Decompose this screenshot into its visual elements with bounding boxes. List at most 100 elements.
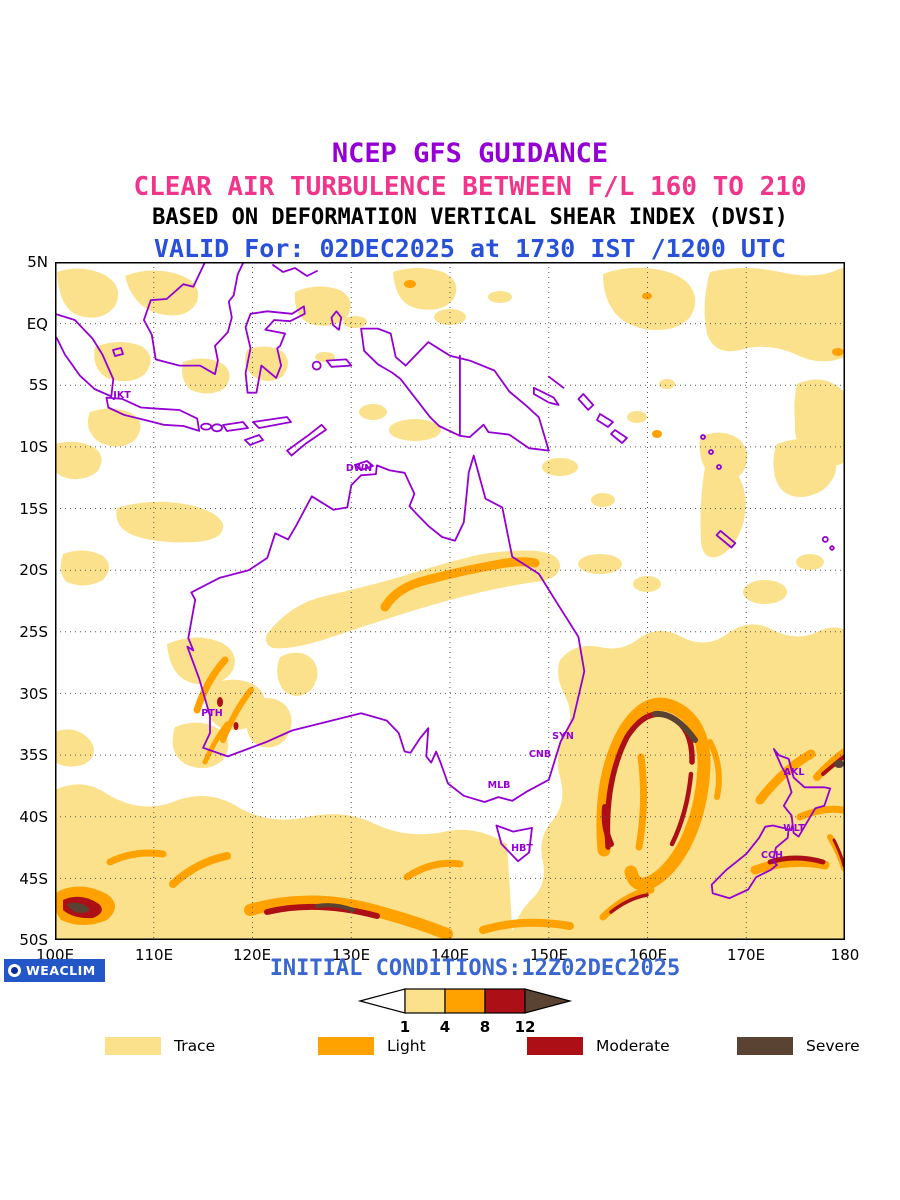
colorbar-tick: 12 [515,1018,536,1036]
city-label-jkt: JKT [112,390,131,401]
colorbar-tick: 8 [480,1018,490,1036]
light-streak [169,852,231,888]
lat-tick-label: 30S [19,685,48,703]
coastline-timor [286,423,327,457]
light-streak [755,749,816,805]
coastline-tasmania [495,824,533,863]
city-label-akl: AKL [784,767,805,778]
title-valid-time: VALID For: 02DEC2025 at 1730 IST /1200 U… [153,234,787,263]
light-streak [202,721,230,765]
severe-patch [834,760,844,768]
trace-patch [659,379,675,389]
legend-item-severe: Severe [737,1037,860,1055]
coastline-bangka [112,347,124,357]
coastline-new-caledonia [715,530,737,549]
coastline-new-ireland [547,375,565,389]
city-label-wlt: WLT [783,823,805,834]
lat-tick-label: 35S [19,746,48,764]
coastlines [55,262,835,900]
coastline-melville-island [354,460,374,471]
city-label-cnb: CNB [529,749,551,760]
light-patch [652,430,662,438]
coastline-island-dot [708,449,714,455]
lon-tick-label: 140E [430,946,470,964]
colorbar-arrow-left [357,988,406,1014]
map-frame [55,262,845,940]
trace-patch [633,576,661,592]
moderate-streak [767,855,826,865]
coastline-bougainville [577,393,595,411]
light-streak [193,656,229,714]
severe-streak [315,903,355,912]
light-streak [596,697,711,891]
coastline-bali [200,422,213,431]
colorbar-segment-trace [404,988,446,1014]
light-streak [750,857,830,875]
weaclim-logo-text: WEACLIM [26,963,96,978]
trace-patch [773,439,837,498]
trace-patch [343,316,367,328]
light-streak [403,859,464,881]
light-streak [106,849,167,866]
trace-patch [55,441,102,480]
lat-tick-label: 45S [19,870,48,888]
light-streak [479,918,574,934]
legend-label-trace: Trace [174,1037,216,1055]
turbulence-light-streak-layer [106,557,845,940]
trace-patch [796,554,824,570]
moderate-streak [609,893,649,914]
trace-patch [294,286,351,326]
coastline-island-dot [716,464,722,470]
lat-tick-label: EQ [26,315,48,333]
city-label-cch: CCH [761,850,783,861]
coastline-fiji [821,535,829,543]
trace-patch [265,550,561,649]
lat-tick-label: 15S [19,500,48,518]
moderate-streak [601,804,614,847]
colorbar-tick: 1 [400,1018,410,1036]
moderate-patch [217,697,223,707]
lon-tick-label: 170E [726,946,766,964]
coastline-halmahera [330,310,343,331]
light-patch [832,348,844,356]
trace-patch [627,411,647,423]
legend-label-light: Light [387,1037,426,1055]
coastline-fiji [829,545,835,551]
light-streak [813,748,845,781]
light-streak [796,805,845,821]
light-patch [642,292,652,300]
trace-patch [57,268,119,318]
coastline-philippines-fragment [272,264,318,277]
coastline-nz-north-island [773,748,832,838]
colorbar-tick: 4 [440,1018,450,1036]
coastline-sumba [244,434,264,446]
map-svg: JKT DWN PTH SYN CNB MLB HBT AKL WLT CCH [55,262,845,940]
light-streak [220,687,254,743]
coastline-flores [252,416,292,429]
trace-patch [510,624,845,940]
colorbar: 1 4 8 12 [357,988,573,1036]
turbulence-trace-layer [55,267,845,940]
light-streak [244,895,453,940]
city-label-hbt: HBT [511,843,533,854]
trace-patch [578,554,622,574]
light-patch [404,280,416,288]
lat-tick-label: 10S [19,438,48,456]
legend-swatch-moderate [527,1037,583,1055]
trace-patch [245,346,288,381]
coastline-lombok [211,423,223,433]
lon-tick-label: 160E [628,946,668,964]
lat-tick-label: 20S [19,561,48,579]
coastline-nz-south-island [710,824,790,900]
trace-patch [94,342,151,382]
legend-swatch-trace [105,1037,161,1055]
lat-tick-label: 50S [19,931,48,949]
trace-patch [542,458,578,476]
trace-patch [277,652,318,696]
colorbar-segment-moderate [484,988,526,1014]
legend-item-trace: Trace [105,1037,215,1055]
severe-patch [67,902,90,913]
coastline-new-britain [533,386,560,406]
trace-patch [172,722,229,769]
